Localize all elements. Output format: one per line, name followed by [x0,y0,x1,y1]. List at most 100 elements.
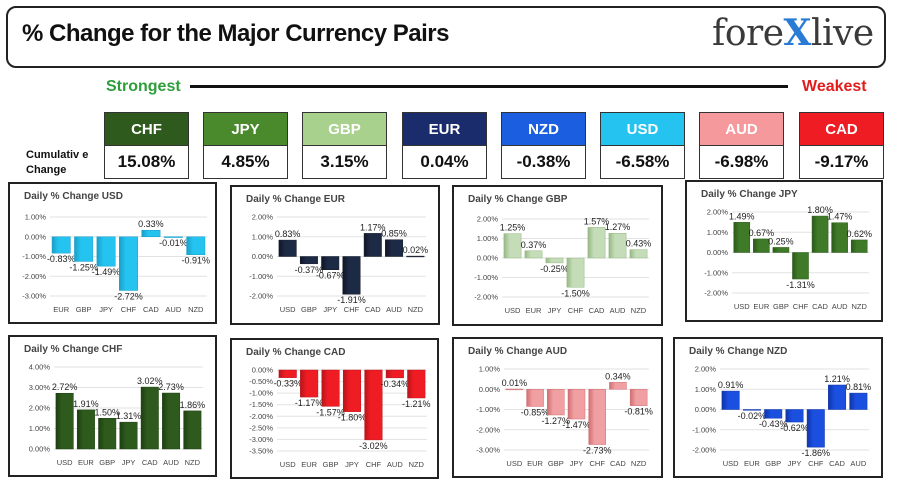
cumulative-label-line2: Change [26,164,67,176]
y-tick-label: -1.00% [692,425,716,434]
bar-cad [587,227,606,259]
bar-cad [140,386,159,450]
x-tick-label: AUD [387,460,403,469]
y-tick-label: -2.00% [474,293,498,302]
data-label: 1.49% [729,211,755,221]
bar-usd [503,233,522,259]
y-tick-label: 1.00% [695,385,717,394]
x-tick-label: GBP [548,459,564,468]
y-tick-label: -2.00% [22,272,46,281]
x-tick-label: NZD [408,305,424,314]
x-tick-label: AUD [165,305,181,314]
chart-svg: Daily % Change JPY 2.00% 1.00% 0.00% -1.00% -… [701,189,872,311]
bar-eur [76,409,95,450]
data-label: -0.25% [540,264,569,274]
bar-chf [566,257,585,288]
y-tick-label: 3.00% [29,383,51,392]
x-tick-label: CAD [589,306,605,315]
bar-aud [831,222,848,253]
bar-gbp [299,256,318,265]
x-tick-label: JPY [99,305,113,314]
x-tick-label: NZD [188,305,204,314]
x-tick-label: AUD [163,458,179,467]
y-tick-label: -2.00% [704,289,728,298]
y-tick-label: -3.50% [249,447,273,456]
y-tick-label: -1.00% [249,389,273,398]
chart-panel-0: Daily % Change USD 1.00% 0.00% -1.00% -2.00%… [8,182,217,324]
x-tick-label: USD [734,302,750,311]
data-label: 2.72% [52,382,78,392]
y-tick-label: -1.00% [474,273,498,282]
chart-title: Daily % Change GBP [468,194,568,205]
x-tick-label: EUR [53,305,69,314]
x-tick-label: USD [723,459,739,468]
chart-title: Daily % Change CAD [246,347,345,358]
x-tick-label: JPY [788,459,802,468]
bar-eur [742,409,761,411]
x-tick-label: NZD [185,458,201,467]
x-tick-label: EUR [527,459,543,468]
page-title: % Change for the Major Currency Pairs [22,20,449,47]
data-label: -0.81% [624,407,653,417]
x-tick-label: CHF [568,306,584,315]
bar-nzd [850,239,868,253]
x-tick-label: CHF [366,460,382,469]
data-label: -1.49% [92,267,121,277]
chart-svg: Daily % Change EUR 2.00% 1.00% 0.00% -1.00% -… [246,194,429,314]
logo-left: fore [712,13,784,54]
bar-chf [792,252,809,280]
y-tick-label: 0.00% [477,254,499,263]
x-tick-label: USD [505,306,521,315]
data-label: -1.17% [295,398,324,408]
data-label: -1.57% [316,407,345,417]
bar-aud [163,236,183,238]
data-label: -1.27% [542,416,571,426]
x-tick-label: AUD [850,459,866,468]
bar-aud [385,369,404,379]
cumulative-change-label: Cumulativ e Change [26,148,96,178]
data-label: -0.43% [759,419,788,429]
data-label: 1.91% [73,399,99,409]
title-box [6,6,886,68]
y-tick-label: 1.00% [29,424,51,433]
currency-header-usd: USD [600,112,685,146]
bar-cad [828,384,847,410]
x-tick-label: GBP [76,305,92,314]
bar-chf [806,409,825,448]
data-label: -0.85% [521,407,550,417]
y-tick-label: 0.00% [252,252,274,261]
x-tick-label: EUR [526,306,542,315]
currency-value-jpy: 4.85% [203,145,288,179]
data-label: -1.21% [402,399,431,409]
bar-usd [278,369,297,378]
bar-chf [588,389,606,445]
x-tick-label: CHF [121,305,137,314]
y-tick-label: -1.50% [249,400,273,409]
x-tick-label: NZD [409,460,425,469]
chart-svg: Daily % Change NZD 2.00% 1.00% 0.00% -1.00% -… [689,346,871,468]
chart-panel-5: Daily % Change CAD 0.00% -0.50% -1.00% -1.50… [230,338,439,479]
bar-gbp [74,236,94,262]
bar-usd [733,222,751,253]
currency-value-nzd: -0.38% [501,145,586,179]
bar-gbp [764,409,783,419]
chart-title: Daily % Change EUR [246,194,346,205]
x-tick-label: USD [57,458,73,467]
data-label: -1.80% [338,413,367,423]
weakest-label: Weakest [802,78,867,95]
x-tick-label: USD [280,460,296,469]
currency-header-chf: CHF [104,112,189,146]
chart-svg: Daily % Change CAD 0.00% -0.50% -1.00% -1.50… [246,347,431,469]
bar-eur [526,389,544,407]
x-tick-label: CAD [365,305,381,314]
y-tick-label: 0.00% [25,232,47,241]
y-tick-label: -1.00% [249,272,273,281]
data-label: 0.37% [521,240,547,250]
x-tick-label: EUR [301,460,317,469]
bar-cad [811,215,829,253]
bar-eur [753,238,770,253]
data-label: -0.34% [381,379,410,389]
strongest-label: Strongest [106,78,181,95]
x-tick-label: JPY [345,460,359,469]
data-label: 0.02% [403,245,429,255]
